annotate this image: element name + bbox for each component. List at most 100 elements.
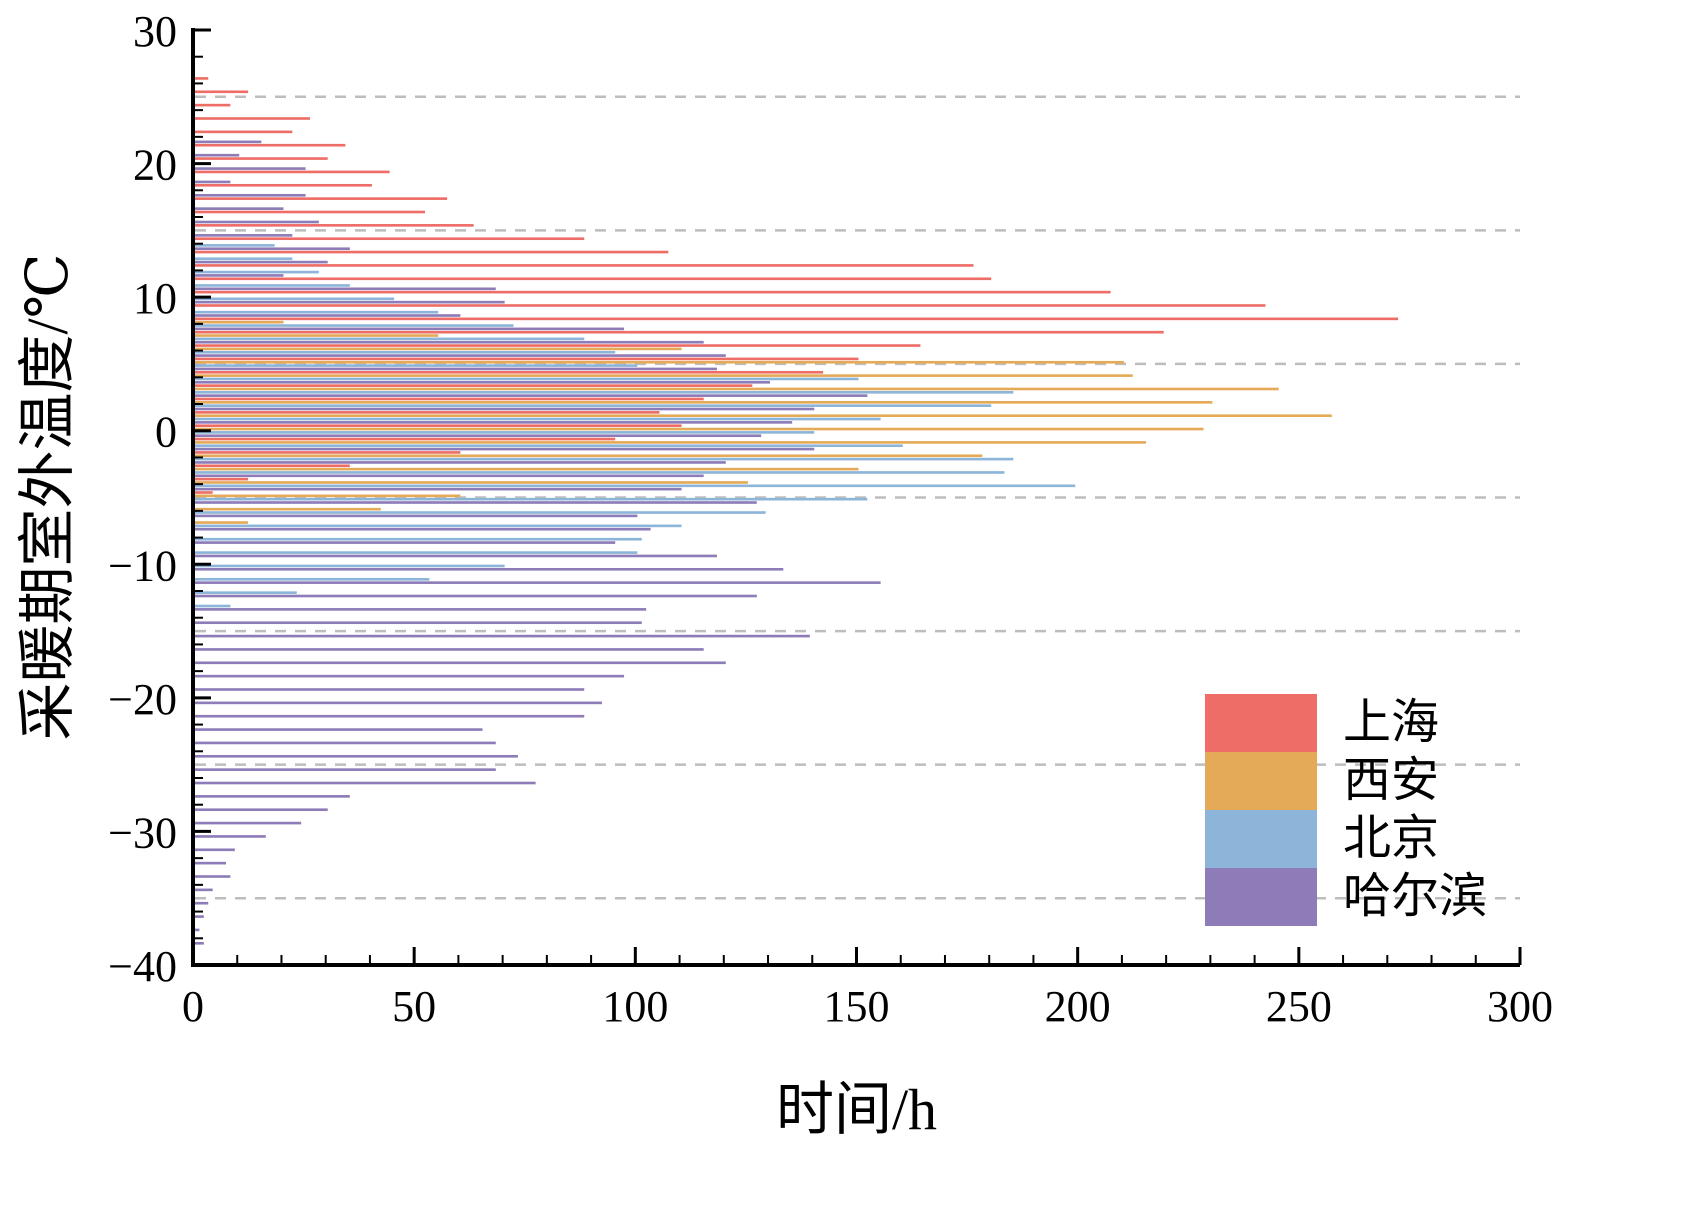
bar-哈尔滨--15	[195, 634, 810, 638]
bar-上海-23	[195, 117, 311, 120]
bar-哈尔滨--3	[195, 474, 704, 478]
bar-北京--4	[195, 484, 1076, 488]
bar-哈尔滨--2	[195, 461, 726, 464]
bar-哈尔滨-5	[195, 367, 717, 371]
bar-北京-5	[195, 364, 638, 367]
legend-label-shanghai: 上海	[1343, 696, 1440, 749]
bar-北京-7	[195, 337, 585, 341]
legend-item-harbin: 哈尔滨	[1205, 868, 1487, 926]
bar-西安-0	[195, 427, 1204, 431]
bar-哈尔滨--17	[195, 661, 726, 665]
y-tick-label: −30	[108, 808, 177, 857]
bar-北京--2	[195, 457, 1014, 461]
bar-哈尔滨-15	[195, 234, 293, 237]
bar-西安-2	[195, 401, 1213, 404]
bar-上海-25	[195, 90, 249, 94]
bar-哈尔滨--12	[195, 594, 757, 598]
bar-上海-19	[195, 170, 390, 174]
bar-哈尔滨-18	[195, 193, 306, 197]
bar-西安--4	[195, 481, 748, 484]
bar-西安-7	[195, 334, 439, 337]
bar-上海-4	[195, 370, 824, 374]
bar-上海-10	[195, 290, 1111, 294]
y-tick-label: −40	[108, 942, 177, 991]
bar-哈尔滨-1	[195, 421, 793, 424]
bar-北京-2	[195, 404, 992, 407]
x-tick-label: 250	[1266, 982, 1332, 1031]
legend-label-beijing: 北京	[1343, 812, 1440, 865]
x-axis-label: 时间/h	[775, 1077, 938, 1142]
bar-上海-17	[195, 197, 448, 200]
bar-西安--7	[195, 521, 249, 524]
bar-哈尔滨-6	[195, 354, 726, 357]
bar-北京-14	[195, 244, 275, 247]
bar-哈尔滨--38	[195, 941, 204, 945]
bar-哈尔滨--30	[195, 835, 266, 838]
bar-西安-5	[195, 360, 1124, 364]
bar-哈尔滨--19	[195, 688, 585, 691]
bar-哈尔滨-21	[195, 153, 240, 157]
bar-西安-1	[195, 414, 1332, 418]
bar-上海-3	[195, 384, 753, 387]
x-tick-label: 50	[392, 982, 436, 1031]
bar-哈尔滨--14	[195, 621, 642, 625]
bar-哈尔滨--27	[195, 795, 350, 798]
bar-北京--10	[195, 564, 505, 568]
bar-哈尔滨-11	[195, 287, 496, 291]
bar-西安-6	[195, 347, 682, 351]
y-tick-label: 30	[133, 7, 177, 56]
bar-北京--13	[195, 604, 231, 608]
bar-上海--5	[195, 491, 213, 494]
bar-哈尔滨--18	[195, 674, 625, 678]
legend-swatch-harbin	[1205, 868, 1317, 926]
y-tick-label: 0	[155, 408, 177, 457]
bar-上海-0	[195, 424, 682, 428]
bar-哈尔滨--29	[195, 821, 302, 825]
bar-上海-26	[195, 77, 209, 80]
legend-item-shanghai: 上海	[1205, 694, 1487, 752]
bar-哈尔滨--36	[195, 915, 204, 918]
y-axis-label: 采暖期室外温度/℃	[15, 253, 80, 741]
bar-北京-11	[195, 284, 350, 287]
bar-上海-16	[195, 210, 426, 214]
bar-哈尔滨--34	[195, 888, 213, 892]
bar-北京--5	[195, 497, 868, 501]
bar-上海-14	[195, 237, 585, 241]
bar-北京--8	[195, 537, 642, 541]
bar-北京--11	[195, 577, 430, 581]
legend-label-harbin: 哈尔滨	[1343, 870, 1488, 923]
bar-北京-13	[195, 257, 293, 261]
bar-上海-1	[195, 411, 660, 414]
bar-北京--12	[195, 591, 297, 594]
bar-西安--1	[195, 441, 1147, 444]
bar-北京-1	[195, 417, 881, 421]
bar-哈尔滨--28	[195, 808, 328, 812]
bar-西安-8	[195, 320, 284, 324]
legend-item-beijing: 北京	[1205, 810, 1487, 868]
legend-swatch-shanghai	[1205, 694, 1317, 752]
bar-西安-3	[195, 387, 1279, 391]
bar-上海-6	[195, 344, 921, 347]
bar-上海-5	[195, 357, 859, 361]
bar-哈尔滨--8	[195, 541, 616, 544]
y-tick-label: −20	[108, 675, 177, 724]
bar-哈尔滨--21	[195, 714, 585, 718]
bar-上海-2	[195, 397, 704, 401]
bar-哈尔滨-7	[195, 340, 704, 344]
bar-哈尔滨-2	[195, 407, 815, 411]
legend-swatch-xian	[1205, 752, 1317, 810]
bar-上海--1	[195, 437, 616, 441]
x-tick-label: 150	[824, 982, 890, 1031]
bar-北京-0	[195, 431, 815, 434]
bar-哈尔滨-10	[195, 300, 505, 304]
bar-哈尔滨--33	[195, 875, 231, 878]
bar-哈尔滨-4	[195, 380, 771, 384]
x-tick-label: 100	[602, 982, 668, 1031]
bar-哈尔滨-12	[195, 274, 284, 277]
bar-哈尔滨-22	[195, 140, 262, 144]
bar-上海-9	[195, 304, 1266, 307]
bar-哈尔滨--32	[195, 861, 226, 865]
bar-哈尔滨--7	[195, 527, 651, 531]
